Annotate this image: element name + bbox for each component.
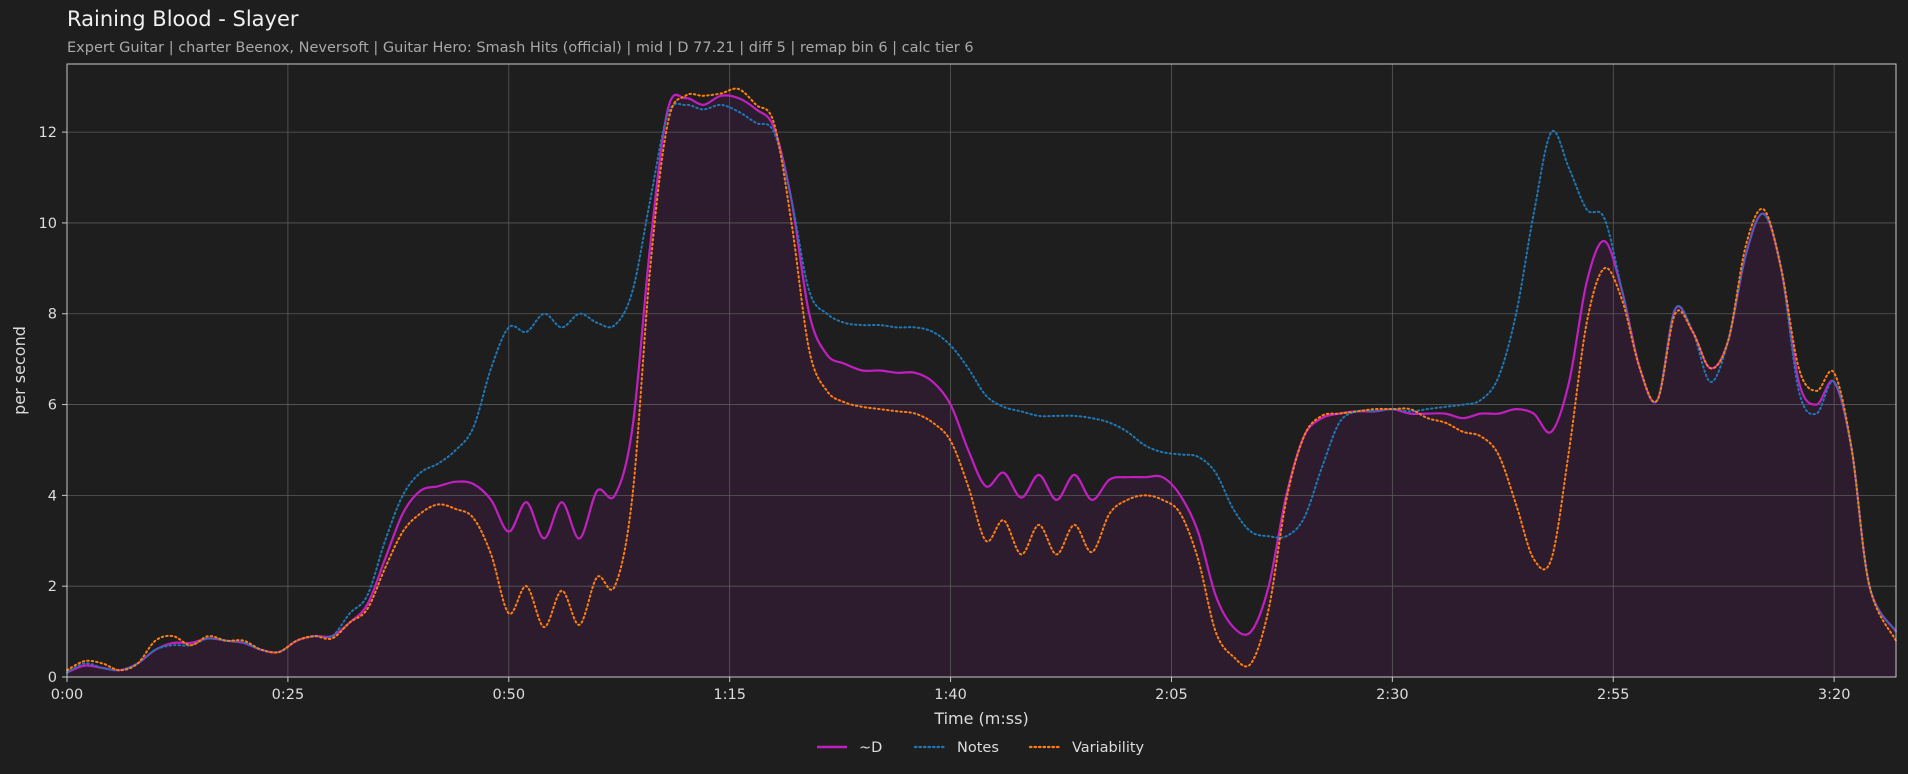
series-line-2: [66, 87, 1897, 672]
x-tick-label-0: 0:00: [51, 687, 84, 703]
area-fill-0: [67, 94, 1896, 677]
legend-label-2: Variability: [1072, 740, 1145, 756]
y-tick-label-3: 6: [48, 398, 57, 414]
legend-label-0: ~D: [859, 740, 882, 756]
y-tick-label-4: 8: [48, 307, 57, 323]
y-tick-label-5: 10: [39, 216, 57, 232]
y-tick-label-6: 12: [39, 125, 57, 141]
area-fill-layer: [67, 94, 1896, 677]
x-tick-label-8: 3:20: [1818, 687, 1851, 703]
chart-subtitle: Expert Guitar | charter Beenox, Neversof…: [67, 40, 974, 56]
x-tick-label-7: 2:55: [1597, 687, 1630, 703]
x-tick-label-4: 1:40: [934, 687, 967, 703]
x-tick-label-1: 0:25: [272, 687, 305, 703]
series-lines-layer: [66, 87, 1897, 674]
series-line-1: [66, 102, 1897, 674]
y-tick-label-1: 2: [48, 579, 57, 595]
x-tick-label-5: 2:05: [1155, 687, 1188, 703]
x-tick-label-2: 0:50: [493, 687, 526, 703]
chart-title: Raining Blood - Slayer: [67, 7, 299, 31]
x-axis-ticks: 0:00 0:25 0:50 1:15 1:40 2:05 2:30 2:55 3:20: [51, 677, 1851, 703]
x-axis-label: Time (m:ss): [933, 709, 1028, 728]
y-axis-label: per second: [10, 326, 29, 415]
plot-frame: [66, 63, 1897, 678]
y-tick-label-2: 4: [48, 488, 57, 504]
legend: ~D Notes Variability: [817, 740, 1145, 756]
y-tick-label-0: 0: [48, 670, 57, 686]
legend-label-1: Notes: [957, 740, 999, 756]
y-axis-ticks: 0 2 4 6 8 10 12: [39, 125, 67, 686]
series-line-0: [66, 93, 1897, 674]
x-tick-label-3: 1:15: [713, 687, 746, 703]
x-tick-label-6: 2:30: [1376, 687, 1409, 703]
